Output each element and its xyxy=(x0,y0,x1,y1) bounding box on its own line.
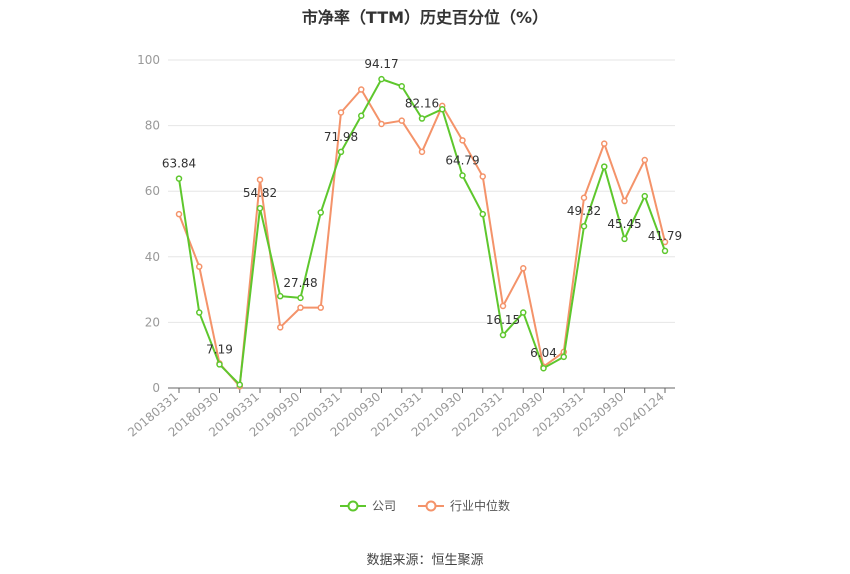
company-point xyxy=(358,112,365,120)
industry-point xyxy=(337,109,345,116)
industry-point xyxy=(358,86,365,93)
data-label: 16.15 xyxy=(486,313,520,327)
legend-industry-marker-icon xyxy=(418,500,444,511)
data-source: 数据来源：恒生聚源 xyxy=(366,553,484,568)
y-tick-label: 40 xyxy=(145,250,160,264)
company-point xyxy=(378,75,385,83)
company-point xyxy=(479,210,486,218)
company-point xyxy=(459,172,466,179)
industry-point xyxy=(641,156,648,164)
industry-point xyxy=(601,140,608,147)
company-point xyxy=(540,364,547,372)
axes: 0204060801002018033120180930201903312019… xyxy=(125,53,675,440)
industry-point xyxy=(520,265,527,272)
company-point xyxy=(580,222,588,230)
legend: 公司 行业中位数 xyxy=(0,497,850,514)
data-label: 7.19 xyxy=(206,342,233,356)
data-label: 45.45 xyxy=(607,217,641,231)
company-point xyxy=(236,381,243,388)
industry-point xyxy=(479,173,486,180)
legend-label-industry: 行业中位数 xyxy=(450,499,511,513)
industry-point xyxy=(459,137,466,144)
company-point xyxy=(297,294,304,302)
company-line xyxy=(178,78,666,386)
industry-point xyxy=(175,210,183,218)
company-point xyxy=(196,309,203,316)
industry-point xyxy=(297,304,304,311)
legend-label-company: 公司 xyxy=(371,499,396,513)
company-point xyxy=(317,209,324,216)
industry-point xyxy=(317,304,324,311)
company-point xyxy=(175,175,183,182)
company-point xyxy=(256,204,264,212)
data-label: 71.98 xyxy=(324,130,358,144)
y-tick-label: 0 xyxy=(152,381,160,395)
company-point xyxy=(661,247,669,255)
y-tick-label: 100 xyxy=(137,53,160,67)
y-tick-label: 80 xyxy=(145,119,160,133)
data-label: 27.48 xyxy=(283,276,317,290)
industry-line xyxy=(178,88,666,388)
y-tick-label: 20 xyxy=(145,315,160,329)
chart-title: 市净率（TTM）历史百分位（%） xyxy=(301,8,549,27)
company-point xyxy=(337,148,345,156)
company-point xyxy=(439,105,446,113)
company-point xyxy=(418,115,426,122)
company-point xyxy=(277,292,284,300)
company-point xyxy=(601,163,608,170)
company-point xyxy=(621,235,628,243)
data-label: 64.79 xyxy=(445,153,479,167)
industry-point xyxy=(418,148,426,156)
industry-point xyxy=(256,176,264,183)
data-label: 82.16 xyxy=(405,97,439,111)
industry-point xyxy=(398,117,405,124)
legend-item-industry[interactable]: 行业中位数 xyxy=(418,497,510,514)
company-point xyxy=(520,309,527,316)
data-label: 94.17 xyxy=(364,57,398,71)
legend-item-company[interactable]: 公司 xyxy=(339,497,396,514)
industry-point xyxy=(196,263,203,270)
company-point xyxy=(216,361,223,368)
data-label: 6.04 xyxy=(530,346,557,360)
industry-point xyxy=(277,324,284,331)
company-point xyxy=(641,192,648,200)
data-label: 63.84 xyxy=(162,157,196,171)
legend-company-marker-icon xyxy=(339,500,366,511)
data-labels: 63.84 7.19 54.82 27.48 71.98 94.17 82.16 64.79 1… xyxy=(162,57,682,360)
y-tick-label: 60 xyxy=(145,184,160,198)
company-point xyxy=(398,82,405,90)
company-point xyxy=(499,331,507,339)
industry-point xyxy=(580,194,588,202)
industry-point xyxy=(621,197,628,205)
company-point xyxy=(560,353,567,361)
data-label: 49.32 xyxy=(567,204,601,218)
series-lines xyxy=(175,75,669,390)
industry-point xyxy=(378,120,385,128)
industry-point xyxy=(499,302,507,310)
data-label: 54.82 xyxy=(243,186,277,200)
data-label: 41.79 xyxy=(648,229,682,243)
grid-lines xyxy=(168,59,675,323)
